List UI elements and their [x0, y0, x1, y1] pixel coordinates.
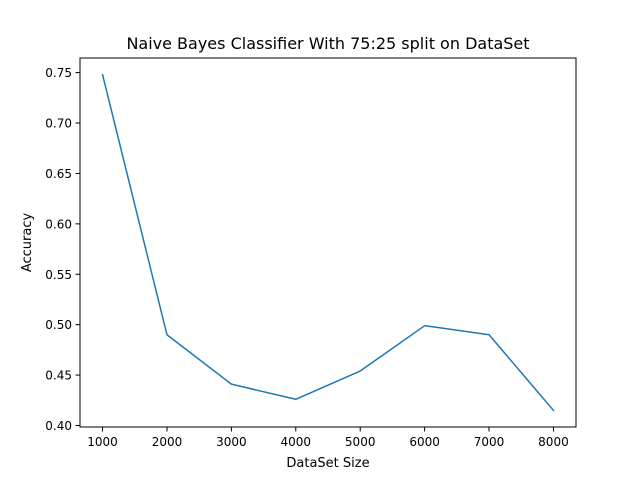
series-layer	[101, 73, 555, 412]
y-tick-label: 0.45	[45, 369, 72, 383]
x-tick-label: 6000	[409, 435, 440, 449]
y-tick-label: 0.50	[45, 318, 72, 332]
plot-area-frame	[79, 57, 577, 428]
x-axis: 1000 2000 3000 4000 5000 6000 7000 8000	[87, 427, 569, 449]
x-tick-label: 2000	[152, 435, 183, 449]
y-tick-label: 0.40	[45, 419, 72, 433]
chart-title: Naive Bayes Classifier With 75:25 split …	[126, 34, 529, 53]
x-tick-label: 1000	[87, 435, 118, 449]
x-tick-label: 8000	[538, 435, 569, 449]
series-line	[101, 73, 555, 412]
y-tick-label: 0.65	[45, 167, 72, 181]
y-tick-label: 0.75	[45, 66, 72, 80]
y-tick-label: 0.70	[45, 117, 72, 131]
x-tick-label: 4000	[281, 435, 312, 449]
y-axis: 0.40 0.45 0.50 0.55 0.60 0.65 0.70 0.75	[45, 66, 80, 433]
x-tick-label: 7000	[474, 435, 505, 449]
x-tick-label: 3000	[216, 435, 247, 449]
y-tick-label: 0.55	[45, 268, 72, 282]
y-tick-label: 0.60	[45, 217, 72, 231]
y-axis-label: Accuracy	[20, 213, 35, 273]
x-tick-label: 5000	[345, 435, 376, 449]
x-axis-label: DataSet Size	[286, 456, 369, 471]
